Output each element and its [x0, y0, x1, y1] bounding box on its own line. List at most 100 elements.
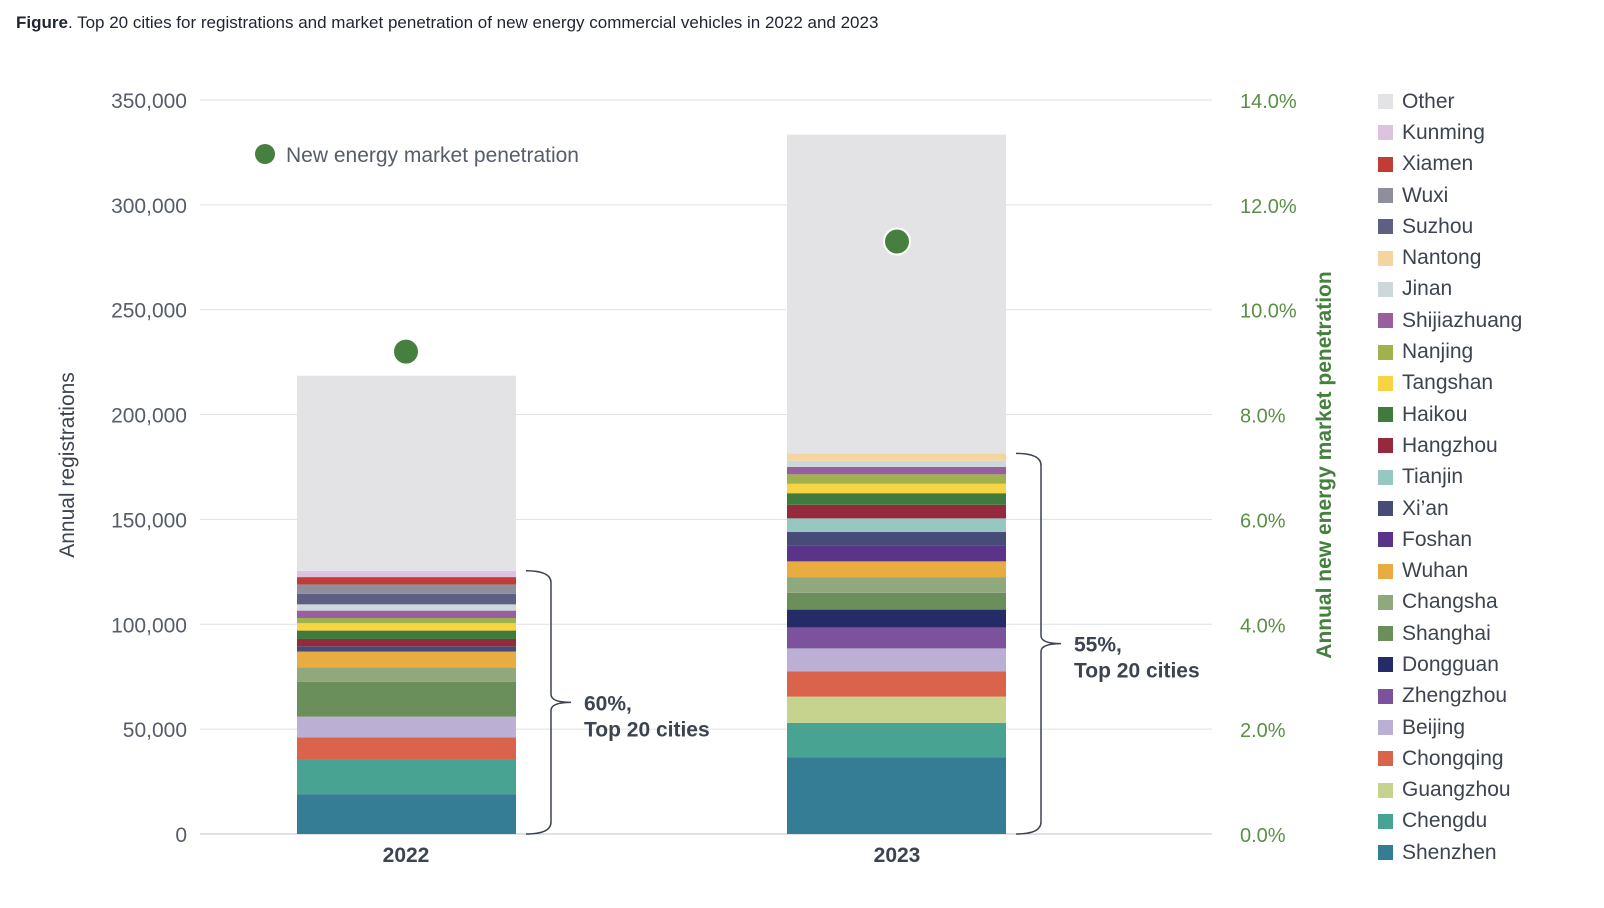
bar-segment-chongqing: [297, 737, 516, 760]
top20-brace: [525, 570, 572, 835]
y2-tick-label: 4.0%: [1240, 615, 1286, 637]
bar-segment-haikou: [787, 493, 1006, 505]
penetration-legend-marker: [255, 144, 275, 164]
legend-swatch: [1378, 751, 1393, 767]
legend-label: Chengdu: [1402, 809, 1488, 833]
legend-item: Shenzhen: [1378, 837, 1598, 868]
bar-segment-wuhan: [297, 651, 516, 668]
y-tick-label: 50,000: [123, 719, 187, 742]
legend-swatch: [1378, 720, 1393, 736]
bar-segment-beijing: [297, 716, 516, 738]
bar-segment-chengdu: [297, 759, 516, 795]
legend-swatch: [1378, 594, 1393, 610]
bar-segment-xian: [787, 532, 1006, 546]
bar-segment-dongguan: [787, 609, 1006, 628]
bar-segment-wuhan: [787, 561, 1006, 578]
legend-label: Xiamen: [1402, 152, 1474, 176]
bar-segment-shanghai: [787, 592, 1006, 610]
legend-label: Wuxi: [1402, 183, 1449, 207]
bar-segment-changsha: [787, 577, 1006, 593]
legend: Other Kunming Xiamen Wuxi Suzhou Nantong Jinan…: [1378, 86, 1598, 868]
legend-item: Shijiazhuang: [1378, 305, 1598, 336]
bar-segment-jinan: [787, 460, 1006, 467]
bar-segment-shanghai: [297, 681, 516, 717]
top20-brace: [1015, 452, 1062, 835]
legend-swatch: [1378, 813, 1393, 829]
y-axis-title: Annual registrations: [56, 372, 79, 558]
y2-tick-label: 8.0%: [1240, 406, 1286, 428]
legend-item: Chongqing: [1378, 743, 1598, 774]
legend-item: Other: [1378, 86, 1598, 117]
bar-segment-kunming: [297, 570, 516, 578]
y-tick-label: 300,000: [111, 195, 187, 218]
legend-label: Haikou: [1402, 402, 1468, 426]
y-tick-label: 0: [175, 824, 187, 847]
legend-item: Foshan: [1378, 524, 1598, 555]
legend-swatch: [1378, 845, 1393, 861]
y-tick-label: 150,000: [111, 509, 187, 532]
bar-segment-tangshan: [787, 483, 1006, 494]
bar-segment-other: [297, 375, 516, 571]
legend-label: Changsha: [1402, 590, 1498, 614]
bar-segment-tangshan: [297, 623, 516, 631]
x-tick-label: 2023: [874, 844, 921, 867]
y2-tick-label: 14.0%: [1240, 91, 1297, 113]
bar-segment-chengdu: [787, 722, 1006, 758]
legend-label: Foshan: [1402, 527, 1473, 551]
y2-tick-label: 2.0%: [1240, 720, 1286, 742]
bar-segment-nanjing: [787, 474, 1006, 484]
legend-label: Jinan: [1402, 277, 1453, 301]
legend-label: Wuhan: [1402, 559, 1469, 583]
bar-segment-other: [787, 134, 1006, 454]
bar-segment-hangzhou: [297, 638, 516, 647]
bar-segment-foshan: [787, 545, 1006, 562]
x-tick-label: 2022: [383, 844, 430, 867]
legend-swatch: [1378, 407, 1393, 423]
penetration-marker: [883, 227, 911, 256]
legend-item: Tianjin: [1378, 462, 1598, 493]
legend-label: Nanjing: [1402, 340, 1474, 364]
legend-swatch: [1378, 219, 1393, 235]
y2-axis-title: Annual new energy market penetration: [1313, 271, 1336, 658]
legend-item: Hangzhou: [1378, 430, 1598, 461]
legend-label: Nantong: [1402, 246, 1482, 270]
legend-swatch: [1378, 250, 1393, 266]
legend-swatch: [1378, 438, 1393, 454]
legend-swatch: [1378, 501, 1393, 516]
legend-swatch: [1378, 375, 1393, 391]
legend-swatch: [1378, 344, 1393, 360]
legend-swatch: [1378, 125, 1393, 141]
legend-item: Beijing: [1378, 712, 1598, 743]
y2-tick-label: 12.0%: [1240, 196, 1297, 218]
legend-swatch: [1378, 281, 1393, 297]
figure-label: Figure: [16, 13, 68, 32]
penetration-marker: [392, 337, 420, 366]
legend-label: Tianjin: [1402, 465, 1464, 489]
bar-segment-xiamen: [297, 577, 516, 585]
bar-segment-changsha: [297, 667, 516, 682]
legend-item: Kunming: [1378, 117, 1598, 148]
top20-annotation-share: 55%,: [1074, 634, 1122, 657]
legend-swatch: [1378, 532, 1393, 548]
legend-swatch: [1378, 469, 1393, 485]
bar-segment-jinan: [297, 604, 516, 611]
legend-label: Shenzhen: [1402, 840, 1497, 864]
legend-label: Zhengzhou: [1402, 684, 1508, 708]
y-tick-label: 100,000: [111, 614, 187, 637]
legend-swatch: [1378, 313, 1393, 329]
bar-segment-xian: [297, 646, 516, 652]
y2-tick-label: 6.0%: [1240, 510, 1286, 532]
bar-segment-guangzhou: [787, 696, 1006, 723]
legend-item: Tangshan: [1378, 368, 1598, 399]
bar-segment-shijiazhuang: [787, 467, 1006, 475]
legend-label: Shanghai: [1402, 621, 1491, 645]
legend-label: Suzhou: [1402, 214, 1474, 238]
legend-item: Zhengzhou: [1378, 681, 1598, 712]
y-tick-label: 250,000: [111, 300, 187, 323]
legend-item: Changsha: [1378, 587, 1598, 618]
legend-label: Shijiazhuang: [1402, 308, 1523, 332]
legend-swatch: [1378, 188, 1393, 204]
bar-segment-tianjin: [787, 518, 1006, 533]
legend-item: Chengdu: [1378, 806, 1598, 837]
